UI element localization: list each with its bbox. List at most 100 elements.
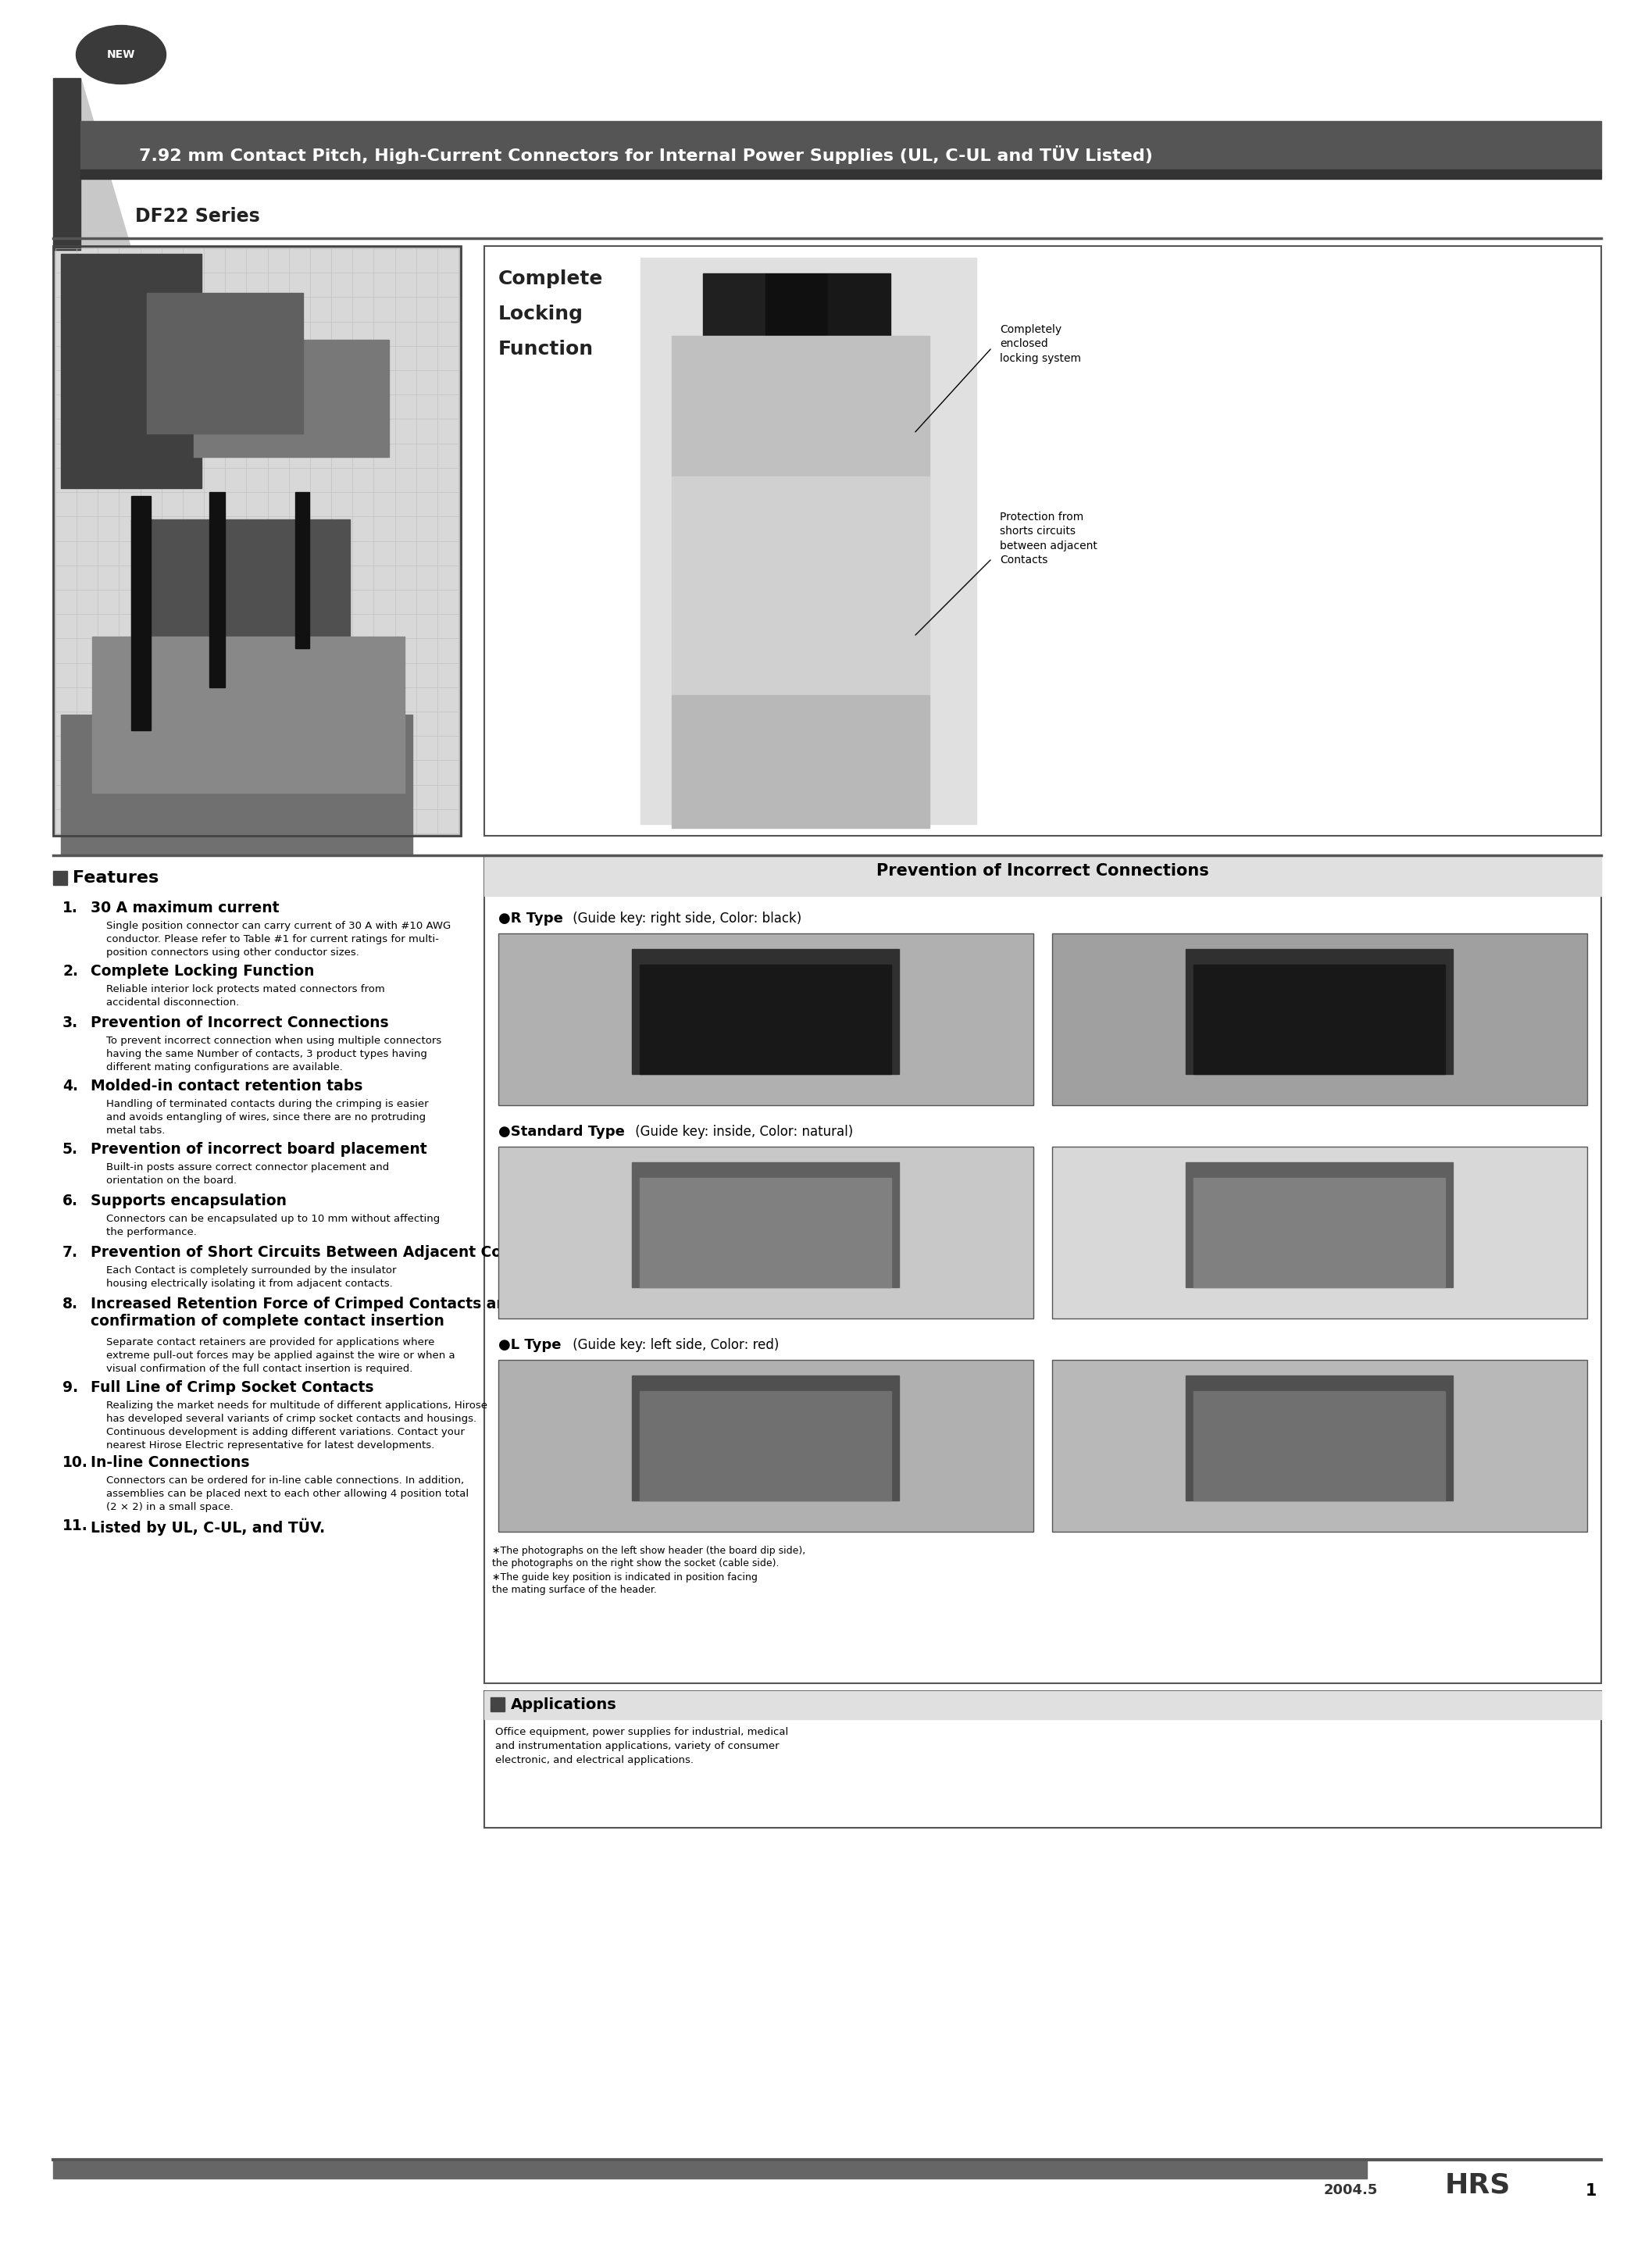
Bar (93, 636, 405, 794)
Text: Handling of terminated contacts during the crimping is easier
and avoids entangl: Handling of terminated contacts during t… (106, 1099, 428, 1135)
Bar (1193, 1178, 1446, 1288)
Text: the mating surface of the header.: the mating surface of the header. (492, 1585, 657, 1596)
Bar (499, 1146, 1034, 1320)
Text: Prevention of incorrect board placement: Prevention of incorrect board placement (91, 1142, 426, 1158)
Text: 9.: 9. (63, 1380, 78, 1396)
Text: Prevention of Short Circuits Between Adjacent Contacts: Prevention of Short Circuits Between Adj… (91, 1245, 553, 1259)
Text: 8.: 8. (63, 1297, 78, 1311)
Bar (210, 492, 225, 688)
Bar (639, 1392, 890, 1499)
Bar (1052, 933, 1588, 1106)
Bar (672, 335, 930, 477)
Bar (61, 254, 202, 488)
Text: 5.: 5. (63, 1142, 78, 1158)
Bar (53, 2160, 1366, 2178)
Text: Prevention of Incorrect Connections: Prevention of Incorrect Connections (877, 863, 1209, 879)
Bar (633, 1376, 899, 1499)
Bar (484, 245, 1601, 836)
Bar (131, 497, 150, 731)
Text: 1.: 1. (63, 901, 78, 915)
Text: Complete: Complete (499, 270, 603, 288)
Bar (484, 1690, 1601, 1828)
Polygon shape (81, 79, 131, 250)
Text: HRS: HRS (1446, 2172, 1512, 2199)
Text: Realizing the market needs for multitude of different applications, Hirose
has d: Realizing the market needs for multitude… (106, 1401, 487, 1450)
Text: Complete Locking Function: Complete Locking Function (91, 964, 314, 978)
Text: Built-in posts assure correct connector placement and
orientation on the board.: Built-in posts assure correct connector … (106, 1162, 390, 1185)
Text: Separate contact retainers are provided for applications where
extreme pull-out : Separate contact retainers are provided … (106, 1338, 454, 1374)
Bar (296, 492, 309, 647)
Text: 4.: 4. (63, 1079, 78, 1093)
Text: (Guide key: right side, Color: black): (Guide key: right side, Color: black) (568, 910, 801, 926)
Text: Full Line of Crimp Socket Contacts: Full Line of Crimp Socket Contacts (91, 1380, 373, 1396)
Bar (672, 695, 930, 827)
Bar (193, 339, 388, 456)
Text: Connectors can be encapsulated up to 10 mm without affecting
the performance.: Connectors can be encapsulated up to 10 … (106, 1214, 439, 1236)
Bar (53, 870, 68, 886)
Bar (81, 121, 1601, 169)
Bar (639, 1178, 890, 1288)
Text: Locking: Locking (499, 306, 583, 324)
Text: Molded-in contact retention tabs: Molded-in contact retention tabs (91, 1079, 363, 1093)
Bar (633, 1162, 899, 1288)
Text: ●R Type: ●R Type (499, 910, 563, 926)
Bar (53, 79, 81, 250)
Text: 10.: 10. (63, 1454, 88, 1470)
Bar (61, 715, 413, 854)
Text: 7.92 mm Contact Pitch, High-Current Connectors for Internal Power Supplies (UL, : 7.92 mm Contact Pitch, High-Current Conn… (139, 146, 1153, 164)
Bar (1186, 1162, 1452, 1288)
Text: ●Standard Type: ●Standard Type (499, 1124, 624, 1140)
Text: Prevention of Incorrect Connections: Prevention of Incorrect Connections (91, 1016, 388, 1030)
Text: 2004.5: 2004.5 (1323, 2183, 1378, 2196)
Text: 30 A maximum current: 30 A maximum current (91, 901, 279, 915)
Bar (765, 274, 828, 571)
Text: Office equipment, power supplies for industrial, medical
and instrumentation app: Office equipment, power supplies for ind… (496, 1726, 788, 1765)
Text: Listed by UL, C-UL, and TÜV.: Listed by UL, C-UL, and TÜV. (91, 1517, 325, 1535)
Bar (828, 274, 890, 571)
Bar (131, 519, 350, 677)
Text: 3.: 3. (63, 1016, 78, 1030)
Text: Features: Features (73, 870, 159, 886)
Text: 11.: 11. (63, 1517, 88, 1533)
Ellipse shape (76, 25, 165, 83)
Text: NEW: NEW (107, 49, 135, 61)
Bar (499, 1360, 1034, 1531)
Bar (633, 949, 899, 1075)
Bar (639, 964, 890, 1075)
Bar (81, 169, 1601, 180)
Text: 7.: 7. (63, 1245, 78, 1259)
Text: Protection from
shorts circuits
between adjacent
Contacts: Protection from shorts circuits between … (999, 513, 1097, 566)
Bar (484, 854, 1601, 1684)
Bar (499, 933, 1034, 1106)
Text: Applications: Applications (510, 1697, 616, 1713)
Text: ∗The guide key position is indicated in position facing: ∗The guide key position is indicated in … (492, 1571, 758, 1583)
Bar (491, 1697, 504, 1711)
Bar (1193, 1392, 1446, 1499)
Bar (641, 259, 976, 825)
Bar (484, 1690, 1601, 1720)
Text: To prevent incorrect connection when using multiple connectors
having the same N: To prevent incorrect connection when usi… (106, 1036, 441, 1072)
Bar (147, 292, 302, 434)
Text: 6.: 6. (63, 1194, 78, 1209)
Bar (1052, 1146, 1588, 1320)
Text: Each Contact is completely surrounded by the insulator
housing electrically isol: Each Contact is completely surrounded by… (106, 1266, 396, 1288)
Text: ∗The photographs on the left show header (the board dip side),: ∗The photographs on the left show header… (492, 1547, 806, 1556)
Text: 2.: 2. (63, 964, 78, 978)
Text: (Guide key: left side, Color: red): (Guide key: left side, Color: red) (568, 1338, 780, 1351)
Text: Completely
enclosed
locking system: Completely enclosed locking system (999, 324, 1080, 364)
Bar (1186, 1376, 1452, 1499)
Bar (56, 247, 459, 834)
Bar (704, 274, 765, 571)
Bar (53, 245, 461, 836)
Bar (672, 477, 930, 695)
Text: (Guide key: inside, Color: natural): (Guide key: inside, Color: natural) (631, 1124, 852, 1140)
Text: Function: Function (499, 339, 593, 357)
Text: Reliable interior lock protects mated connectors from
accidental disconnection.: Reliable interior lock protects mated co… (106, 985, 385, 1007)
Text: the photographs on the right show the socket (cable side).: the photographs on the right show the so… (492, 1558, 780, 1569)
Bar (53, 245, 461, 836)
Bar (484, 854, 1601, 897)
Bar (1186, 949, 1452, 1075)
Text: Increased Retention Force of Crimped Contacts and
confirmation of complete conta: Increased Retention Force of Crimped Con… (91, 1297, 517, 1329)
Text: DF22 Series: DF22 Series (135, 207, 259, 225)
Text: 1: 1 (1586, 2183, 1597, 2199)
